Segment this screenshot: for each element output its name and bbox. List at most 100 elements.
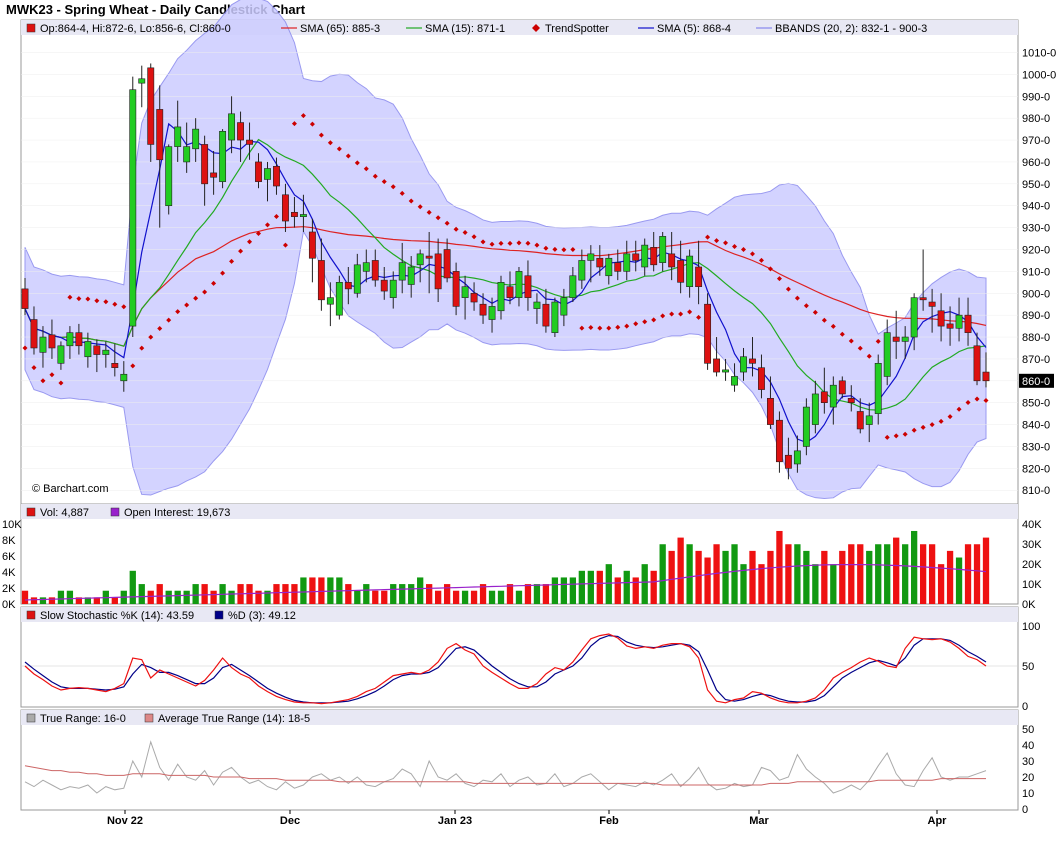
- trendspotter-dot: [354, 160, 360, 166]
- price-tick-label: 820-0: [1022, 463, 1050, 475]
- trendspotter-dot: [749, 251, 755, 257]
- volume-bar: [273, 584, 280, 604]
- volume-bar: [66, 590, 74, 604]
- oi-tick-label: 20K: [1022, 559, 1042, 571]
- legend-label: Average True Range (14): 18-5: [158, 713, 310, 725]
- price-tick-label: 1000-0: [1022, 69, 1056, 81]
- price-tick-label: 950-0: [1022, 179, 1050, 191]
- volume-bar: [785, 544, 792, 604]
- volume-bar: [668, 550, 675, 604]
- trendspotter-dot: [148, 334, 154, 340]
- trendspotter-dot: [121, 304, 127, 310]
- candle-body: [111, 363, 119, 368]
- volume-bar: [156, 584, 163, 604]
- trendspotter-dot: [552, 246, 558, 252]
- trendspotter-dot: [264, 222, 270, 228]
- trendspotter-dot: [660, 313, 666, 319]
- stoch-tick-label: 50: [1022, 661, 1034, 673]
- trendspotter-dot: [327, 140, 333, 146]
- trendspotter-dot: [983, 398, 989, 404]
- volume-bar: [875, 544, 882, 604]
- trendspotter-dot: [58, 380, 64, 386]
- candle-body: [174, 126, 182, 147]
- volume-bar: [408, 584, 415, 604]
- legend-label: %D (3): 49.12: [228, 610, 296, 622]
- candle-body: [470, 292, 478, 303]
- candle-body: [57, 345, 65, 364]
- volume-bar: [821, 550, 828, 604]
- volume-bar: [381, 590, 388, 604]
- volume-bar: [839, 550, 846, 604]
- volume-bar: [372, 590, 379, 604]
- candle-body: [21, 288, 29, 309]
- volume-bar: [443, 584, 451, 604]
- trendspotter-dot: [866, 353, 872, 359]
- volume-bar: [596, 570, 603, 604]
- trendspotter-dot: [247, 239, 253, 245]
- volume-bar: [973, 544, 981, 604]
- candle-body: [964, 314, 972, 333]
- candle-body: [677, 260, 685, 283]
- trendspotter-dot: [929, 422, 935, 428]
- trendspotter-dot: [103, 299, 109, 305]
- x-tick-label: Jan 23: [438, 815, 472, 827]
- candle-body: [515, 271, 523, 298]
- trendspotter-dot: [435, 215, 441, 221]
- candle-body: [290, 211, 298, 217]
- candle-body: [344, 282, 352, 290]
- stoch-k-line: [24, 633, 987, 705]
- trendspotter-dot: [336, 146, 342, 152]
- candle-body: [605, 257, 613, 277]
- trendspotter-dot: [94, 298, 100, 304]
- price-tick-label: 930-0: [1022, 223, 1050, 235]
- volume-bar: [587, 570, 594, 604]
- volume-bar: [488, 590, 496, 604]
- volume-bar: [848, 544, 855, 604]
- candle-body: [308, 231, 316, 259]
- trendspotter-dot: [767, 266, 773, 272]
- volume-bar: [659, 544, 666, 604]
- trendspotter-dot: [417, 204, 423, 210]
- candle-body: [695, 266, 703, 287]
- trendspotter-dot: [112, 301, 118, 307]
- oi-tick-label: 10K: [1022, 579, 1042, 591]
- volume-bar: [641, 564, 648, 604]
- volume-bar: [731, 544, 738, 604]
- volume-bar: [138, 584, 145, 604]
- candle-body: [713, 358, 721, 373]
- trendspotter-dot: [139, 345, 145, 351]
- red-square-icon: [26, 23, 36, 33]
- trendspotter-dot: [570, 246, 576, 252]
- candle-body: [542, 303, 550, 327]
- volume-bar: [470, 590, 478, 604]
- volume-bar: [57, 590, 65, 604]
- volume-bar: [695, 550, 702, 604]
- trendspotter-dot: [848, 338, 854, 344]
- candle-body: [66, 332, 74, 347]
- candle-body: [614, 262, 622, 272]
- candle-body: [740, 356, 747, 373]
- candle-body: [587, 253, 595, 261]
- volume-bar: [794, 544, 801, 604]
- volume-bar: [749, 550, 756, 604]
- volume-bar: [614, 577, 621, 604]
- legend-label: Op:864-4, Hi:872-6, Lo:856-6, Cl:860-0: [40, 23, 231, 35]
- price-tick-label: 900-0: [1022, 288, 1050, 300]
- candle-body: [407, 266, 415, 285]
- candle-body: [246, 139, 253, 145]
- trendspotter-dot: [543, 245, 549, 251]
- volume-bar: [515, 590, 523, 604]
- x-tick-label: Apr: [928, 815, 948, 827]
- candle-body: [820, 391, 828, 403]
- volume-bar: [309, 577, 316, 604]
- volume-bar: [866, 550, 873, 604]
- navy-square-icon: [214, 610, 224, 620]
- trendspotter-dot: [633, 321, 639, 327]
- trendspotter-dot: [273, 213, 279, 219]
- trendspotter-dot: [489, 241, 495, 247]
- volume-bar: [363, 584, 370, 604]
- x-tick-label: Mar: [749, 815, 769, 827]
- candle-body: [282, 194, 289, 222]
- volume-bar: [201, 584, 208, 604]
- trendspotter-dot: [193, 295, 199, 301]
